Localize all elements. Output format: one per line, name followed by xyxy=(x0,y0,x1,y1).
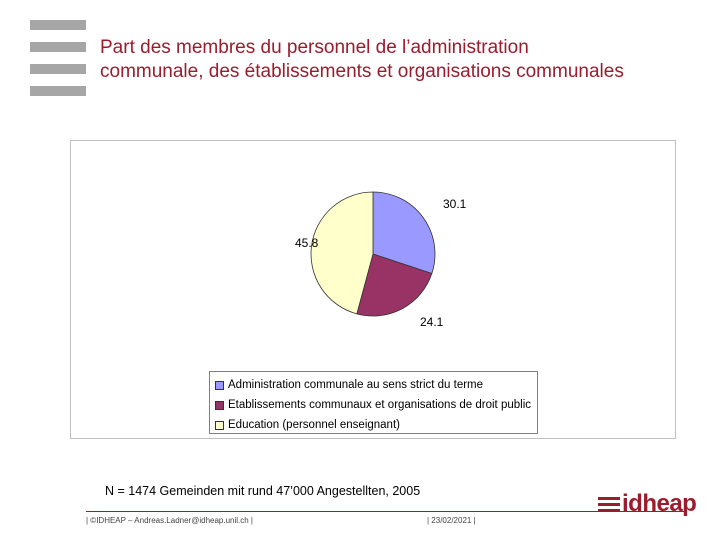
legend-item: Etablissements communaux et organisation… xyxy=(215,395,537,415)
legend-item: Education (personnel enseignant) xyxy=(215,415,537,435)
chart-legend: Administration communale au sens strict … xyxy=(209,371,538,434)
legend-swatch-0 xyxy=(215,380,224,390)
data-label-0: 30.1 xyxy=(443,197,467,211)
chart-frame: 30.1 24.1 45.8 Administration communale au… xyxy=(70,140,676,439)
sample-note: N = 1474 Gemeinden mit rund 47’000 Anges… xyxy=(105,484,421,498)
slide-title: Part des membres du personnel de l’admin… xyxy=(100,36,710,84)
title-line-1: Part des membres du personnel de l’admin… xyxy=(100,37,529,58)
legend-label: Etablissements communaux et organisation… xyxy=(228,399,531,411)
footer-author: | ©IDHEAP – Andreas.Ladner@idheap.unil.c… xyxy=(86,516,254,525)
legend-label: Education (personnel enseignant) xyxy=(228,419,400,431)
footer-date: | 23/02/2021 | xyxy=(427,516,476,525)
brand-name: idheap xyxy=(622,490,697,517)
pie-slice-2 xyxy=(310,191,374,315)
legend-item: Administration communale au sens strict … xyxy=(215,375,537,395)
data-label-2: 45.8 xyxy=(295,236,319,250)
legend-swatch-2 xyxy=(215,420,224,430)
pie-slice-0 xyxy=(372,191,436,275)
logo-bars-icon xyxy=(30,20,86,108)
footer-divider xyxy=(86,511,686,512)
legend-label: Administration communale au sens strict … xyxy=(228,379,484,391)
title-line-2: communale, des établissements et organis… xyxy=(100,61,624,82)
legend-swatch-1 xyxy=(215,400,224,410)
pie-chart: 30.1 24.1 45.8 xyxy=(295,191,467,329)
brand-lines-icon xyxy=(598,494,620,515)
data-label-1: 24.1 xyxy=(420,315,444,329)
idheap-logo: idheap xyxy=(598,490,697,518)
pie-slice-1 xyxy=(356,253,433,317)
